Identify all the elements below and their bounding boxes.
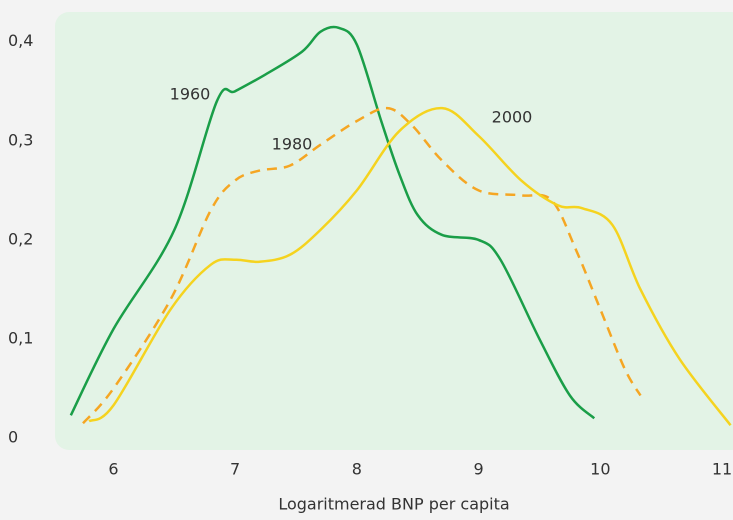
series-line <box>88 106 732 426</box>
series-label: 2000 <box>492 108 533 127</box>
y-tick-label: 0 <box>8 428 18 447</box>
y-tick-label: 0,1 <box>8 329 33 348</box>
series-label: 1980 <box>272 135 313 154</box>
plot-area <box>55 12 733 450</box>
x-tick-label: 6 <box>108 460 118 479</box>
x-tick-label: 10 <box>590 460 610 479</box>
series-line <box>82 106 642 425</box>
x-tick-label: 11 <box>712 460 732 479</box>
y-tick-label: 0,4 <box>8 31 33 50</box>
x-tick-label: 9 <box>474 460 484 479</box>
series-line <box>69 25 596 420</box>
x-axis-label: Logaritmerad BNP per capita <box>278 495 509 514</box>
y-tick-label: 0,3 <box>8 130 33 149</box>
x-tick-label: 7 <box>230 460 240 479</box>
series-label: 1960 <box>170 85 211 104</box>
x-tick-label: 8 <box>352 460 362 479</box>
y-tick-label: 0,2 <box>8 229 33 248</box>
